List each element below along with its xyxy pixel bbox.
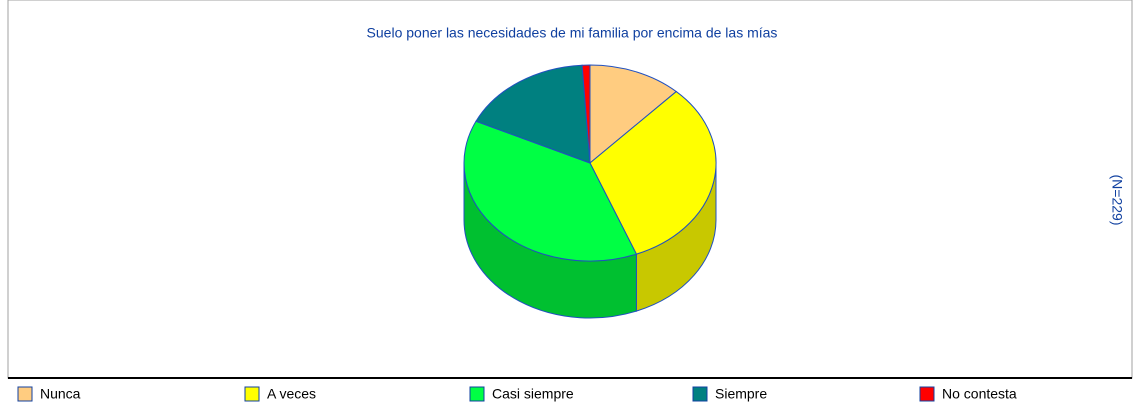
legend-label: Casi siempre: [492, 386, 574, 402]
pie-slice: [589, 90, 717, 255]
pie-slice: [463, 120, 638, 262]
legend-swatch: [692, 386, 708, 402]
legend-label: A veces: [267, 386, 316, 402]
pie-slice: [581, 64, 591, 164]
legend-swatch: [919, 386, 935, 402]
legend-label: Siempre: [715, 386, 767, 402]
pie-slice: [475, 64, 591, 164]
legend-swatch: [469, 386, 485, 402]
legend-label: No contesta: [942, 386, 1017, 402]
pie-slice: [589, 64, 678, 165]
chart-title: Suelo poner las necesidades de mi famili…: [367, 25, 778, 41]
legend-swatch: [17, 386, 33, 402]
legend-label: Nunca: [40, 386, 81, 402]
legend-swatch: [244, 386, 260, 402]
side-label: (N=229): [1109, 175, 1125, 226]
